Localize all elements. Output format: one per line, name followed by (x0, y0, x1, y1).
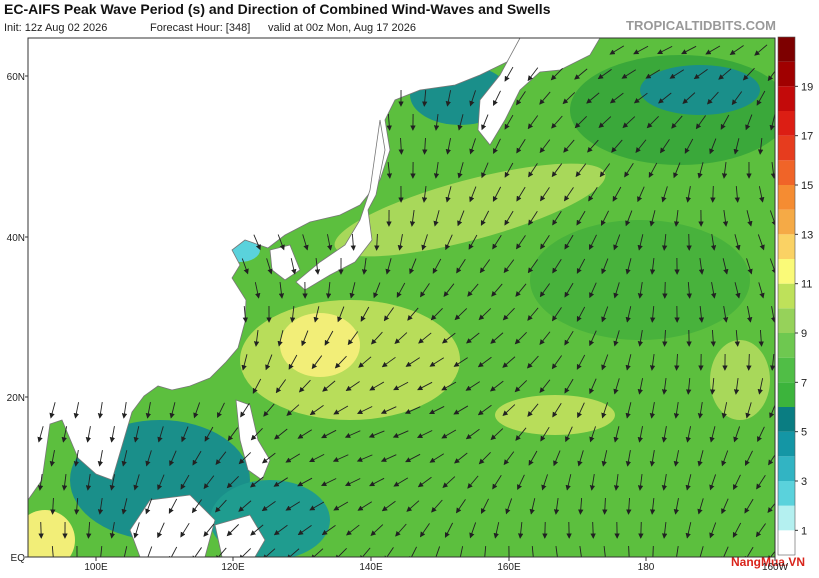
source: TROPICALTIDBITS.COM (626, 18, 776, 33)
title: EC-AIFS Peak Wave Period (s) and Directi… (4, 1, 551, 17)
lon-label: 120E (221, 562, 245, 573)
lon-label: 180 (638, 562, 655, 573)
colorbar-label: 5 (801, 427, 807, 439)
arrow (41, 522, 42, 538)
colorbar-swatch (778, 160, 795, 185)
lon-label: 140E (359, 562, 383, 573)
field (640, 65, 760, 115)
field (280, 313, 360, 377)
colorbar-swatch (778, 62, 795, 87)
colorbar-swatch (778, 234, 795, 259)
colorbar-swatch (778, 259, 795, 284)
colorbar-label: 13 (801, 229, 813, 241)
colorbar-swatch (778, 210, 795, 235)
lon-label: 160W (762, 562, 789, 573)
arrow (641, 522, 642, 538)
colorbar-swatch (778, 86, 795, 111)
colorbar-label: 15 (801, 180, 813, 192)
colorbar-label: 9 (801, 328, 807, 340)
colorbar-swatch (778, 111, 795, 136)
colorbar-swatch (778, 481, 795, 506)
arrow (593, 522, 594, 538)
colorbar-label: 19 (801, 81, 813, 93)
colorbar-swatch (778, 456, 795, 481)
lat-label: 20N (7, 393, 25, 404)
colorbar-swatch (778, 530, 795, 555)
colorbar-label: 3 (801, 476, 807, 488)
lon-label: 160E (497, 562, 521, 573)
colorbar-swatch (778, 308, 795, 333)
colorbar-swatch (778, 333, 795, 358)
lon-label: 100E (84, 562, 108, 573)
colorbar-swatch (778, 407, 795, 432)
valid-text: valid at 00z Mon, Aug 17 2026 (268, 22, 416, 34)
colorbar-swatch (778, 284, 795, 309)
field (495, 395, 615, 435)
lat-label: 40N (7, 233, 25, 244)
colorbar-swatch (778, 136, 795, 161)
field (710, 340, 770, 420)
forecast-hour: Forecast Hour: [348] (150, 22, 250, 34)
colorbar-label: 1 (801, 525, 807, 537)
colorbar-swatch (778, 506, 795, 531)
field (530, 220, 750, 340)
lat-label: EQ (11, 553, 26, 564)
colorbar-swatch (778, 432, 795, 457)
colorbar-swatch (778, 382, 795, 407)
colorbar-label: 11 (801, 279, 812, 291)
arrow (653, 546, 654, 562)
colorbar-label: 7 (801, 377, 807, 389)
arrow (749, 354, 750, 370)
lat-label: 60N (7, 72, 25, 83)
map (15, 38, 790, 570)
colorbar-label: 17 (801, 131, 813, 143)
colorbar-swatch (778, 37, 795, 62)
colorbar-swatch (778, 358, 795, 383)
colorbar-swatch (778, 185, 795, 210)
init-text: Init: 12z Aug 02 2026 (4, 22, 107, 34)
